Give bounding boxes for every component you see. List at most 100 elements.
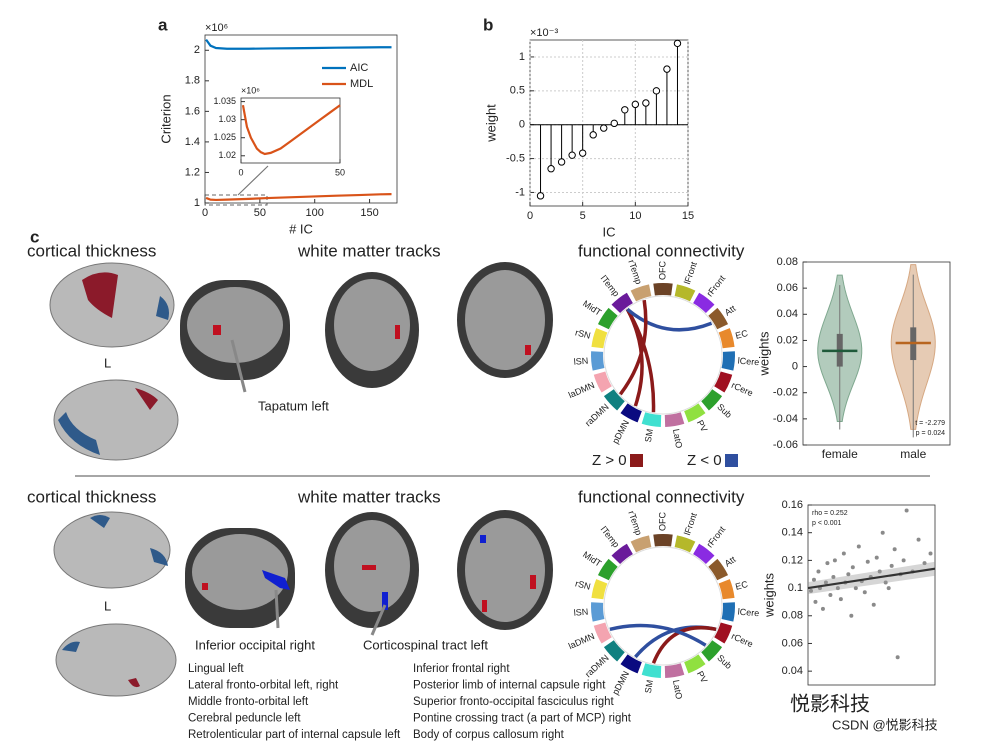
chord-segment <box>591 328 608 349</box>
legend-swatch <box>725 454 738 467</box>
stat-annotation: rho = 0.252 <box>812 510 848 517</box>
tract-patch <box>213 325 221 335</box>
zoom-arrow <box>237 165 269 196</box>
tract-patch <box>262 570 290 590</box>
legend-swatch <box>630 454 643 467</box>
chord-segment <box>641 663 662 678</box>
scatter-point <box>880 530 885 535</box>
x-tick-label: 10 <box>629 210 641 222</box>
cortex-patch <box>156 296 169 320</box>
chord-label: laDMN <box>567 380 596 400</box>
chord-label: lTemp <box>599 524 622 549</box>
y-tick-label: 1.2 <box>185 166 200 178</box>
chord-segment <box>684 654 706 674</box>
chord-segment <box>597 558 618 581</box>
x-tick-label: 0 <box>202 207 208 219</box>
chord-label: Att <box>723 303 738 318</box>
chord-segment <box>620 403 642 423</box>
chord-label: MidT <box>581 549 604 569</box>
chord-label: LatO <box>671 679 684 700</box>
tract-list-item: Posterior limb of internal capsule right <box>413 680 606 692</box>
panel-letter: a <box>158 15 168 34</box>
y-tick-label: 0.08 <box>777 256 798 268</box>
chord-segment <box>664 412 685 427</box>
chord-segment <box>684 403 706 423</box>
cortex-medial <box>53 379 179 461</box>
y-tick-label: 0.08 <box>782 610 803 622</box>
chord-segment <box>611 292 633 314</box>
chord-label: rCere <box>730 380 755 398</box>
chord-segment <box>597 307 618 330</box>
chord-label: rFront <box>705 524 728 549</box>
chord-segment <box>701 640 723 662</box>
chord-label: EC <box>734 328 749 341</box>
scatter-point <box>871 602 876 607</box>
scatter-point <box>816 569 821 574</box>
chord-segment <box>611 543 633 565</box>
chord-label: rFront <box>705 273 728 298</box>
line-series <box>205 193 392 202</box>
cortex-patch <box>82 272 118 318</box>
chord-segment <box>693 543 715 565</box>
x-tick-label: 50 <box>254 207 266 219</box>
chord-ring <box>603 295 723 415</box>
tract-list-item: Lateral fronto-orbital left, right <box>188 680 339 692</box>
chord-label: SM <box>643 679 655 694</box>
row-heading: functional connectivity <box>578 241 745 260</box>
y-tick-label: 0 <box>519 119 525 131</box>
axis-exponent: ×10⁶ <box>205 22 228 34</box>
tract-list-item: Inferior frontal right <box>413 663 510 675</box>
chord-segment <box>630 535 652 553</box>
chord-segment <box>603 640 625 662</box>
y-tick-label: 0.04 <box>782 665 803 677</box>
scatter-point <box>850 565 855 570</box>
chord-segment <box>708 307 729 330</box>
y-tick-label: -1 <box>515 186 525 198</box>
stem-head <box>600 124 608 132</box>
y-axis-label: Criterion <box>158 94 173 143</box>
tract-list-item: Superior fronto-occipital fasciculus rig… <box>413 696 615 708</box>
chord-label: Sub <box>715 402 734 420</box>
stat-annotation: p = 0.024 <box>916 430 945 437</box>
tract-label: Inferior occipital right <box>195 637 315 652</box>
x-tick-label: 50 <box>335 167 345 177</box>
y-tick-label: 1.02 <box>218 150 236 160</box>
chord-label: PV <box>695 669 710 684</box>
stem-head <box>610 119 618 128</box>
y-tick-label: 1 <box>519 51 525 63</box>
y-tick-label: 1 <box>194 197 200 209</box>
mri-tissue <box>334 279 410 371</box>
x-tick-label: male <box>900 447 926 461</box>
y-tick-label: 2 <box>194 44 200 56</box>
legend-label: Z < 0 <box>687 452 722 469</box>
chord-label: PV <box>695 418 710 433</box>
y-tick-label: 0.14 <box>782 527 803 539</box>
row-heading: cortical thickness <box>27 487 156 506</box>
trend-line <box>807 567 936 590</box>
cortex-medial <box>55 623 177 697</box>
chord-label: lFront <box>682 511 699 536</box>
scatter-point <box>823 580 828 585</box>
y-tick-label: 1.025 <box>213 132 236 142</box>
tract-list-item: Cerebral peduncle left <box>188 713 301 725</box>
scatter-point <box>832 558 837 563</box>
inset-series <box>241 104 341 156</box>
y-tick-label: 0.04 <box>777 308 798 320</box>
scatter-point <box>892 547 897 552</box>
chord-label: laDMN <box>567 631 596 651</box>
axis-exponent: ×10⁶ <box>241 85 260 95</box>
chord-segment <box>641 412 662 427</box>
cortex-lateral <box>53 511 171 589</box>
chord-label: pDMN <box>610 669 631 696</box>
y-tick-label: 0.06 <box>777 282 798 294</box>
x-tick-label: 0 <box>527 210 533 222</box>
x-tick-label: 0 <box>238 167 243 177</box>
scatter-point <box>808 588 813 593</box>
mri-tissue <box>192 534 288 610</box>
y-tick-label: 0.16 <box>782 499 803 511</box>
y-axis-label: weight <box>483 104 498 143</box>
watermark: 悦影科技 <box>790 692 870 715</box>
chord-link <box>609 623 707 647</box>
scatter-point <box>835 586 840 591</box>
